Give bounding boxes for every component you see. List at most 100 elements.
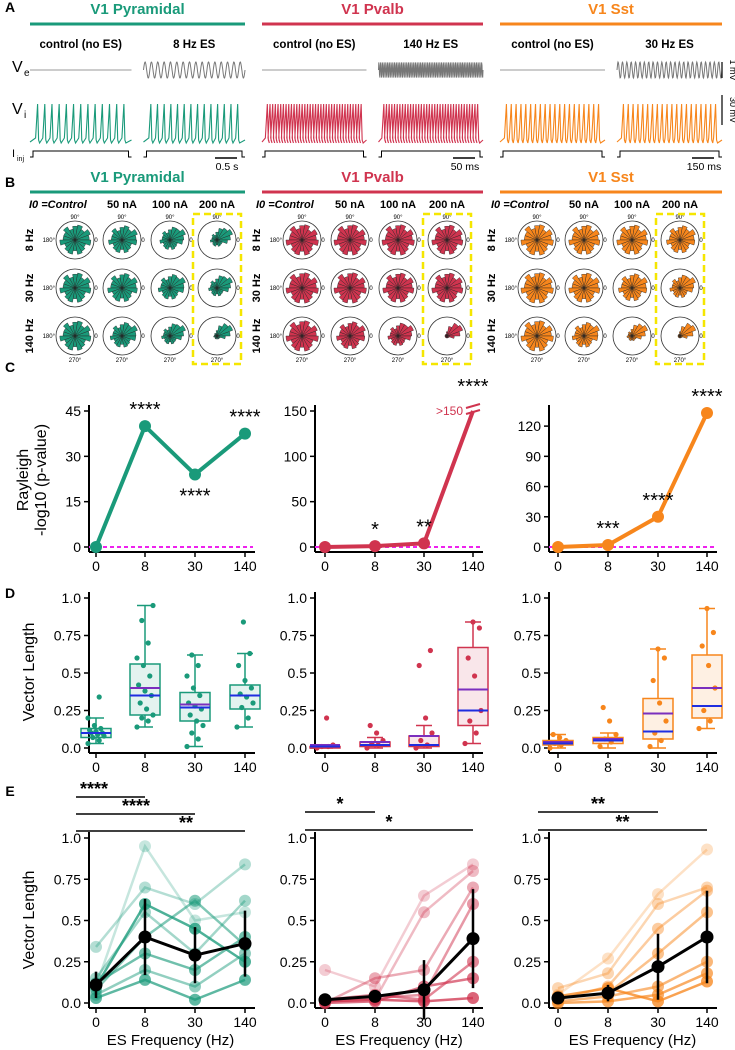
frequency-row-label: 30 Hz [24, 273, 36, 302]
x-tick-label: 0 [554, 1014, 562, 1030]
individual-cell-line [324, 903, 475, 1003]
individual-data-point [369, 972, 381, 985]
polar-histogram-bin [63, 226, 76, 241]
y-tick-label: 150 [284, 403, 308, 419]
polar-histogram-bin [534, 225, 540, 241]
x-tick-label: 30 [650, 558, 666, 574]
data-point [145, 640, 151, 646]
data-point [139, 617, 145, 624]
polar-histogram-bin [631, 324, 648, 337]
polar-histogram-bin [446, 287, 464, 294]
x-tick-label: 30 [416, 1014, 432, 1030]
current-column-label: 100 nA [152, 199, 188, 211]
individual-data-point [652, 888, 664, 901]
data-point [467, 718, 473, 724]
cell-type-title: V1 Sst [588, 169, 634, 186]
data-point [319, 541, 331, 553]
data-point [462, 740, 468, 747]
polar-histogram-bin [385, 225, 399, 241]
series-line [557, 412, 709, 549]
angle-label-270: 270° [626, 358, 639, 364]
polar-histogram-bin [631, 239, 649, 246]
polar-histogram-bin [121, 273, 130, 289]
polar-histogram-bin [301, 239, 313, 253]
polar-histogram-bin [629, 225, 635, 241]
significance-stars: ** [615, 812, 629, 832]
data-point [418, 537, 430, 550]
y-tick-label: 1.0 [62, 830, 82, 846]
y-tick-label: 0.25 [514, 703, 541, 719]
y-axis-label: Vector Length [21, 871, 38, 970]
vi-label: V [12, 101, 23, 118]
polar-histogram-bin [216, 239, 228, 244]
polar-histogram-bin [67, 287, 76, 303]
polar-histogram-bin [121, 229, 138, 241]
polar-histogram-bin [169, 229, 186, 241]
data-point [699, 643, 705, 649]
polar-histogram-bin [294, 287, 303, 304]
polar-histogram-bin [446, 335, 455, 339]
angle-label-0: 0 [189, 334, 193, 340]
polar-histogram-bin [216, 335, 226, 340]
angle-label-90: 90° [532, 215, 542, 221]
individual-data-point [652, 922, 664, 935]
polar-histogram-bin [679, 239, 696, 246]
data-point [91, 722, 97, 729]
polar-histogram-bin [169, 277, 186, 289]
data-point [239, 704, 245, 711]
polar-histogram-bin [446, 239, 464, 246]
polar-histogram-bin [116, 335, 123, 348]
angle-label-0: 0 [141, 334, 145, 340]
polar-histogram-bin [679, 225, 688, 241]
polar-histogram-bin [342, 239, 351, 256]
x-tick-label: 0 [321, 558, 329, 574]
polar-histogram-bin [583, 239, 601, 246]
polar-histogram-bin [67, 335, 76, 351]
data-point [413, 745, 419, 751]
polar-histogram-bin [299, 321, 305, 337]
individual-data-point [701, 881, 713, 894]
angle-label-90: 90° [442, 215, 452, 221]
data-point [470, 619, 476, 625]
polar-histogram-bin [301, 224, 311, 241]
x-tick-label: 8 [371, 759, 379, 775]
y-tick-label: 0.75 [514, 871, 541, 887]
polar-histogram-bin [529, 239, 538, 256]
polar-histogram-bin [169, 335, 176, 343]
polar-histogram-bin [395, 225, 401, 241]
data-point [184, 743, 190, 750]
x-tick-label: 8 [141, 759, 149, 775]
polar-histogram-bin [576, 287, 585, 303]
mean-point [551, 991, 565, 1005]
angle-label-0: 0 [651, 286, 655, 292]
mean-point [700, 930, 714, 944]
y-tick-label: 0.0 [288, 995, 308, 1011]
x-tick-label: 0 [554, 759, 562, 775]
y-axis-label: -log10 (p-value) [33, 424, 50, 536]
x-tick-label: 30 [416, 558, 432, 574]
significance-stars: *** [596, 518, 620, 540]
polar-histogram-bin [631, 323, 644, 337]
polar-histogram-bin [583, 325, 600, 337]
x-tick-label: 8 [141, 1014, 149, 1030]
angle-label-0: 0 [236, 286, 240, 292]
y-tick-label: 0.5 [62, 913, 82, 929]
polar-histogram-bin [215, 330, 219, 337]
polar-histogram-bin [583, 322, 592, 337]
polar-histogram-bin [444, 225, 450, 241]
polar-histogram-bin [121, 277, 138, 289]
data-point [647, 743, 653, 750]
y-tick-label: 50 [291, 494, 307, 510]
x-tick-label: 8 [371, 1014, 379, 1030]
x-tick-label: 140 [695, 759, 719, 775]
polar-histogram-bin [679, 229, 696, 241]
angle-label-0: 0 [466, 286, 470, 292]
polar-histogram-bin [74, 239, 83, 255]
polar-histogram-bin [583, 287, 601, 294]
mean-point [318, 993, 332, 1007]
polar-histogram-bin [536, 335, 554, 342]
y-tick-label: 0.0 [288, 740, 308, 756]
significance-stars: **** [80, 779, 108, 799]
data-point [607, 718, 613, 724]
polar-histogram-bin [121, 239, 138, 246]
